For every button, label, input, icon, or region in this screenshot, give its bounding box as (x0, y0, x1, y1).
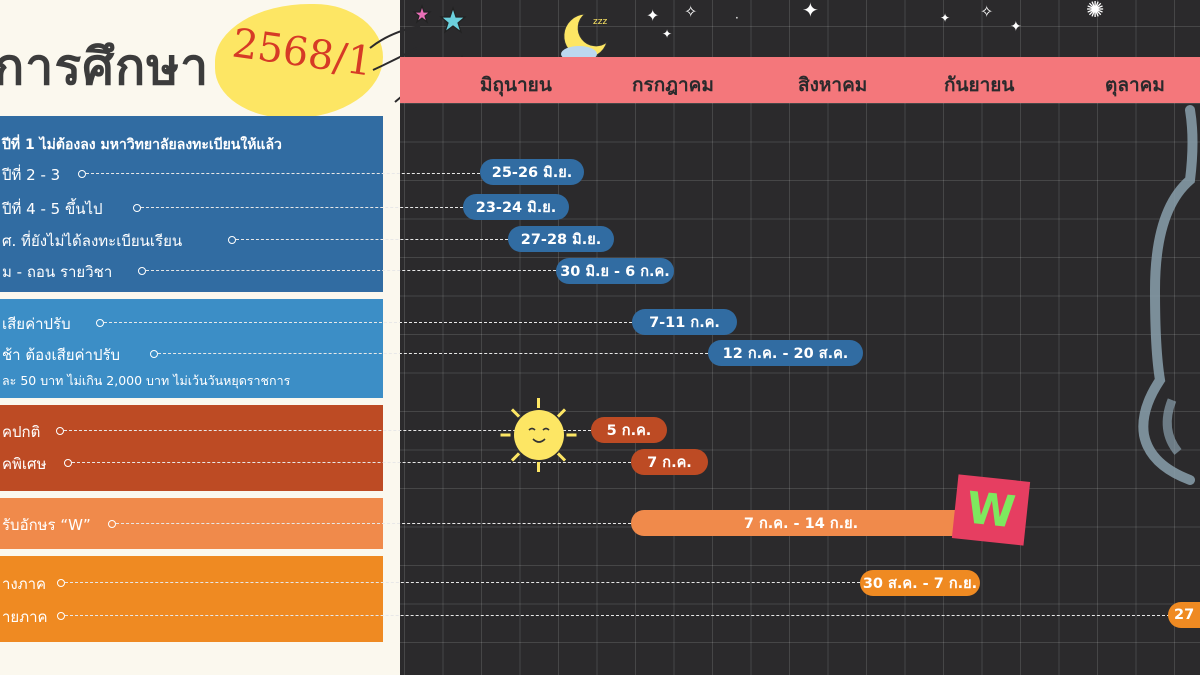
date-pill: 27 (1168, 602, 1200, 628)
connector-dot (108, 520, 116, 528)
w-grade-badge: W (951, 474, 1031, 546)
sparkle-icon: ✧ (980, 2, 994, 21)
connector-dot (150, 350, 158, 358)
sparkle-icon: ✦ (662, 27, 673, 41)
date-pill: 5 ก.ค. (591, 417, 667, 443)
date-pill: 25-26 มิ.ย. (480, 159, 584, 185)
sun-ray (566, 433, 577, 437)
registration-item: ม - ถอน รายวิชา (2, 263, 113, 281)
registration-section (0, 116, 383, 292)
classes-item: คปกติ (2, 423, 41, 441)
connector-dot (96, 319, 104, 327)
classes-section (0, 405, 383, 491)
connector-line (86, 173, 480, 174)
sparkle-icon: ✧ (684, 2, 698, 21)
registration-item: ปีที่ 1 ไม่ต้องลง มหาวิทยาลัยลงทะเบียนให… (2, 137, 282, 153)
date-pill: 23-24 มิ.ย. (463, 194, 569, 220)
sparkle-icon: ✦ (646, 6, 660, 25)
connector-line (64, 430, 591, 431)
month-label: กรกฎาคม (632, 74, 714, 96)
connector-line (236, 239, 508, 240)
exams-item: ายภาค (2, 608, 48, 626)
sun-icon (514, 410, 564, 460)
month-label: ตุลาคม (1105, 74, 1165, 96)
registration-item: ปีที่ 4 - 5 ขึ้นไป (2, 200, 103, 218)
date-pill: 7 ก.ค. - 14 ก.ย. (631, 510, 971, 536)
exams-item: างภาค (2, 575, 47, 593)
connector-dot (57, 579, 65, 587)
connector-line (141, 207, 463, 208)
fees-item: เสียค่าปรับ (2, 315, 71, 333)
sun-ray (537, 398, 540, 408)
connector-dot (228, 236, 236, 244)
connector-line (104, 322, 632, 323)
page-title: การศึกษา (0, 38, 210, 96)
month-label: กันยายน (944, 74, 1015, 96)
sun-ray (500, 433, 511, 437)
date-pill: 7-11 ก.ค. (632, 309, 737, 335)
date-pill: 30 มิ.ย - 6 ก.ค. (556, 258, 674, 284)
connector-dot (64, 459, 72, 467)
bell-icon (1138, 105, 1198, 485)
term-badge (215, 4, 383, 118)
sun-ray (537, 462, 540, 472)
connector-dot (56, 427, 64, 435)
sparkle-icon: ✦ (1010, 19, 1022, 35)
classes-item: คพิเศษ (2, 455, 47, 473)
exams-section (0, 556, 383, 642)
connector-dot (57, 612, 65, 620)
date-pill: 7 ก.ค. (631, 449, 708, 475)
fees-section (0, 299, 383, 398)
withdraw-item: รับอักษร “W” (2, 516, 91, 534)
sparkle-icon: ✦ (940, 11, 951, 25)
connector-dot (133, 204, 141, 212)
registration-item: ปีที่ 2 - 3 (2, 166, 61, 184)
fees-note: ละ 50 บาท ไม่เกิน 2,000 บาท ไม่เว้นวันหย… (2, 373, 291, 388)
sparkle-icon: ✦ (802, 0, 819, 22)
svg-text:zzz: zzz (593, 17, 607, 27)
month-label: มิถุนายน (480, 74, 552, 96)
connector-dot (138, 267, 146, 275)
sparkle-icon: · (735, 11, 739, 25)
month-label: สิงหาคม (798, 74, 868, 96)
date-pill: 12 ก.ค. - 20 ส.ค. (708, 340, 863, 366)
fees-item: ช้า ต้องเสียค่าปรับ (2, 346, 121, 364)
connector-line (116, 523, 631, 524)
connector-line (158, 353, 708, 354)
sparkle-icon: ✺ (1086, 0, 1105, 23)
connector-line (146, 270, 556, 271)
connector-line (65, 582, 860, 583)
star-icon (412, 4, 467, 34)
timeline-board (400, 0, 1200, 675)
connector-line (65, 615, 1170, 616)
date-pill: 27-28 มิ.ย. (508, 226, 614, 252)
registration-item: ศ. ที่ยังไม่ได้ลงทะเบียนเรียน (2, 232, 183, 250)
date-pill: 30 ส.ค. - 7 ก.ย. (860, 570, 980, 596)
month-header-bar (400, 57, 1200, 103)
connector-line (72, 462, 631, 463)
connector-dot (78, 170, 86, 178)
